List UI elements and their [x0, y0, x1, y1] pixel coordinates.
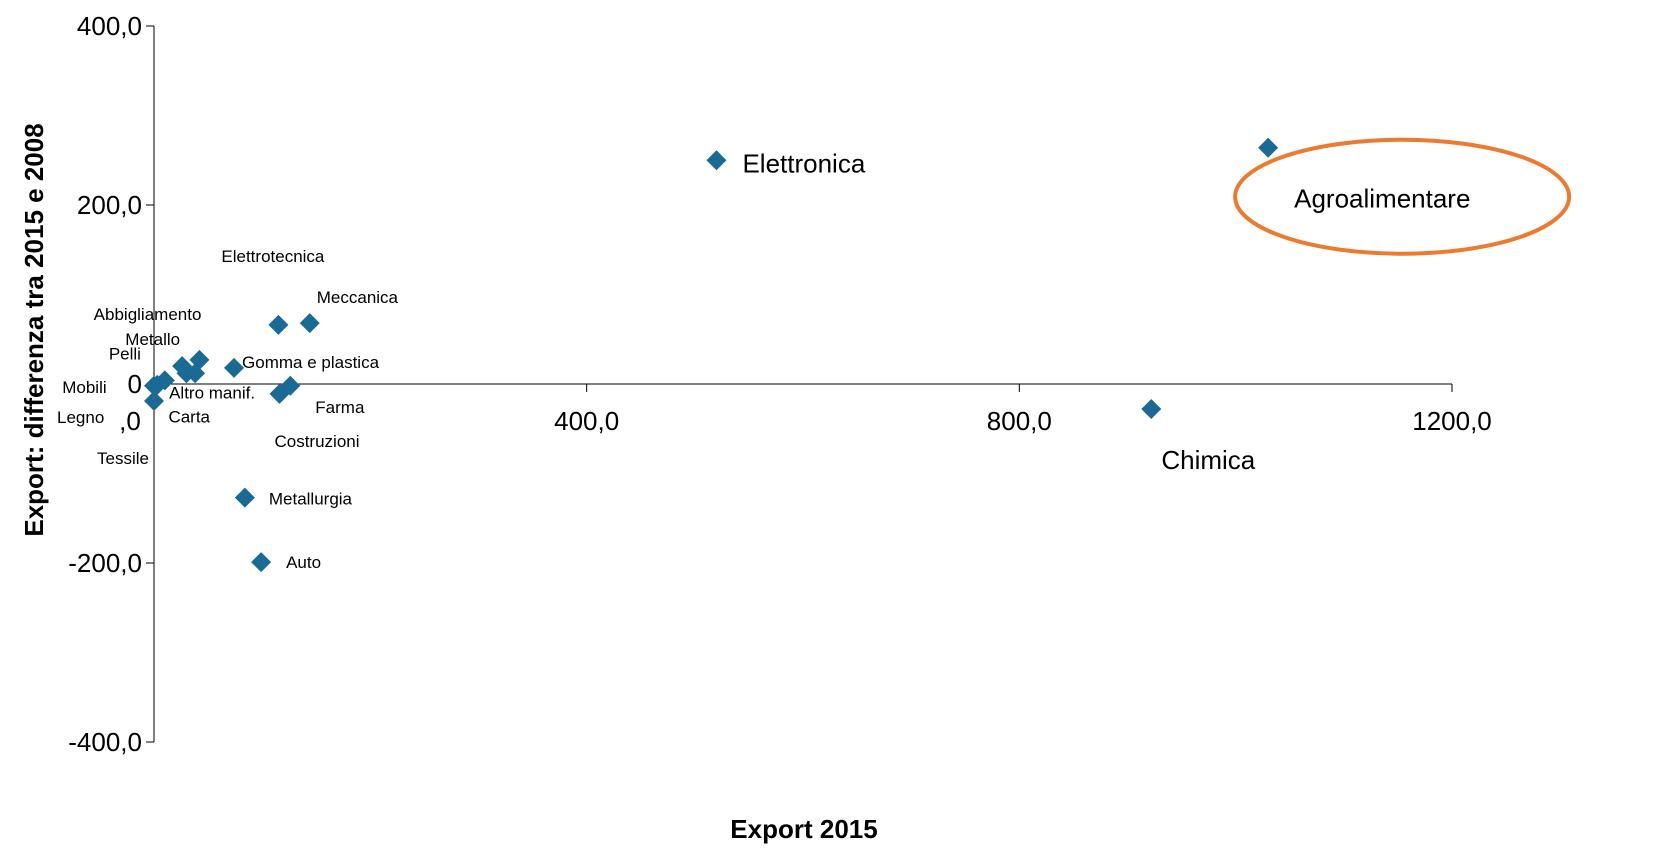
x-axis-title: Export 2015	[730, 814, 877, 844]
y-tick-label: 200,0	[77, 190, 142, 220]
data-point	[1258, 137, 1279, 158]
point-labels: Agroalimentare Elettronica Chimica Meccanic…	[57, 148, 1470, 572]
data-label: Carta	[168, 407, 210, 426]
highlight-ellipse	[1233, 137, 1572, 256]
data-point	[299, 313, 320, 334]
data-label: Elettronica	[742, 148, 865, 178]
data-point	[268, 314, 289, 335]
data-point	[234, 487, 255, 508]
data-point	[144, 391, 164, 412]
data-label: Legno	[57, 408, 104, 427]
y-tick-label: -200,0	[68, 548, 142, 578]
data-point	[251, 552, 272, 573]
data-label: Auto	[286, 553, 321, 572]
data-label: Chimica	[1161, 445, 1255, 475]
axes	[146, 25, 1453, 743]
y-tick-label: 400,0	[77, 11, 142, 41]
x-tick-label: 1200,0	[1412, 406, 1492, 436]
data-point	[269, 383, 290, 404]
data-label: Abbigliamento	[94, 305, 202, 324]
data-point	[1141, 399, 1162, 420]
data-point	[144, 375, 164, 396]
tick-labels: 400,0 200,0 0 -200,0 -400,0 ,0 400,0 800,0 1200,…	[68, 11, 1492, 757]
data-label: Metallurgia	[269, 490, 353, 509]
y-tick-label: -400,0	[68, 727, 142, 757]
data-label: Pelli	[109, 344, 141, 363]
data-point	[706, 150, 727, 171]
x-tick-label: ,0	[119, 406, 141, 436]
data-point	[224, 357, 245, 378]
data-label: Mobili	[62, 378, 106, 397]
data-label: Tessile	[97, 449, 149, 468]
data-label: Meccanica	[317, 288, 399, 307]
data-label: Metallo	[125, 330, 180, 349]
data-label: Agroalimentare	[1294, 184, 1470, 214]
x-tick-label: 400,0	[554, 406, 619, 436]
data-label: Costruzioni	[274, 432, 359, 451]
data-point	[176, 363, 197, 384]
data-label: Altro manif.	[169, 383, 255, 402]
data-points	[144, 137, 1279, 573]
x-tick-label: 800,0	[987, 406, 1052, 436]
data-label: Gomma e plastica	[242, 353, 380, 372]
y-axis-title: Export: differenza tra 2015 e 2008	[19, 123, 49, 536]
y-tick-label: 0	[128, 369, 142, 399]
data-label: Elettrotecnica	[221, 247, 325, 266]
data-label: Farma	[315, 398, 365, 417]
